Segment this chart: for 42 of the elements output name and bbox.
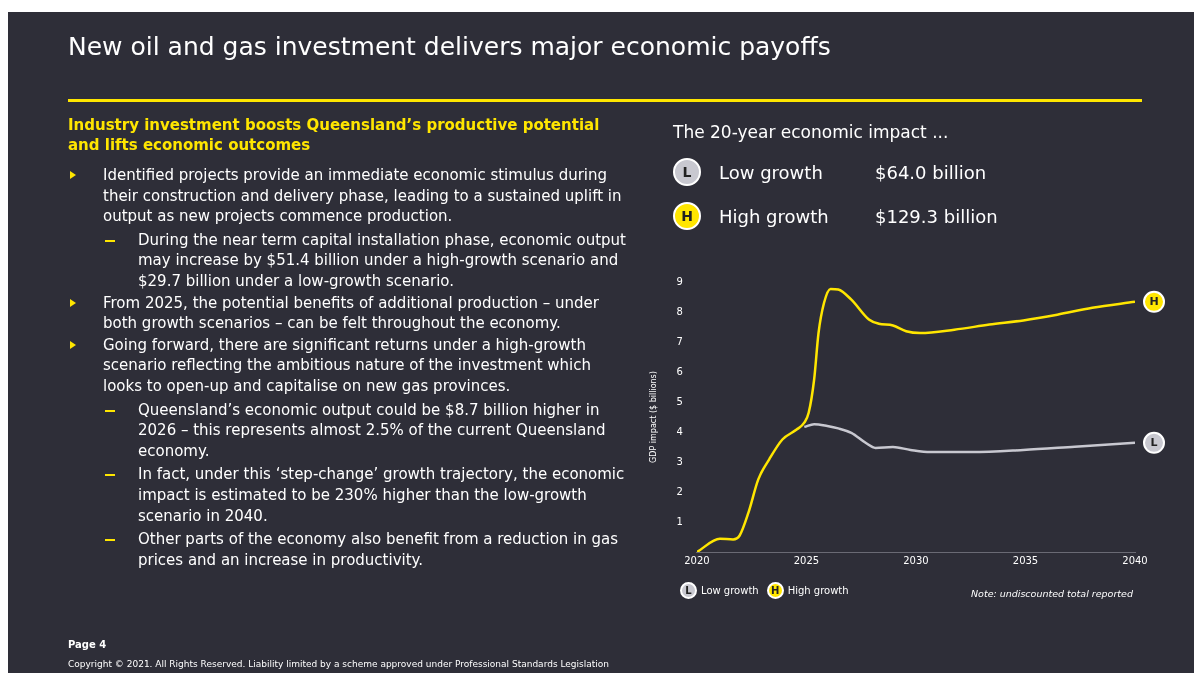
y-tick-label: 1 xyxy=(676,515,683,527)
legend-label: Low growth xyxy=(701,585,759,596)
y-tick-label: 6 xyxy=(676,365,683,377)
text: Industry investment boosts Queensland’s productive potential and lifts economic outcomes xyxy=(68,115,601,155)
text: In fact, under this ‘step-change’ growth trajectory, the economic impact is estimated to be 230% higher than the low-growth scenario in 2040. xyxy=(138,465,625,525)
text: Note: undiscounted total reported xyxy=(971,588,1133,599)
x-tick-label: 2025 xyxy=(793,554,820,566)
y-tick-label: 7 xyxy=(676,335,683,347)
text: Queensland’s economic output could be $8.7 billion higher in 2026 – this represents almost 2.5% of the current Queensland economy. xyxy=(138,400,606,460)
text: $129.3 billion xyxy=(875,205,998,227)
letter-circle-icon: L xyxy=(673,158,701,186)
annotation: H xyxy=(1149,295,1159,309)
y-tick-label: 2 xyxy=(676,485,683,497)
legend-label: High growth xyxy=(787,585,849,596)
text: From 2025, the potential benefits of additional production – under both growth scenarios – can be felt throughout the economy. xyxy=(103,293,599,333)
x-tick-label: 2020 xyxy=(684,554,710,566)
letter-circle-icon: H xyxy=(766,582,784,599)
annotation: L xyxy=(1150,436,1158,450)
y-tick-label: 8 xyxy=(676,305,683,317)
text: Low growth xyxy=(719,161,823,183)
text: Page 4 xyxy=(68,639,107,650)
text: The 20-year economic impact ... xyxy=(673,122,950,142)
x-tick-label: 2035 xyxy=(1012,554,1039,566)
text: During the near term capital installation phase, economic output may increase by $51.4 billion under a high-growth scenario and $29.7 billion under a low-growth scenario. xyxy=(138,230,626,290)
text: Other parts of the economy also benefit from a reduction in gas prices and an increase in productivity. xyxy=(138,530,619,569)
text: High growth xyxy=(719,205,829,227)
letter-circle-icon: L xyxy=(680,582,697,599)
text: Going forward, there are significant returns under a high-growth scenario reflecting the ambitious nature of the investment which looks to open-up and capitalise on new gas provinces. xyxy=(103,335,591,395)
text: $64.0 billion xyxy=(875,161,987,183)
letter-circle-icon: H xyxy=(673,202,701,230)
text: Copyright © 2021. All Rights Reserved. Liability limited by a scheme approved under Professional Standards Legislation xyxy=(68,659,609,669)
text: Identified projects provide an immediate economic stimulus during their construction and delivery phase, leading to a sustained uplift in output as new projects commence production. xyxy=(103,166,622,226)
y-axis-title: GDP impact ($ billions) xyxy=(648,371,658,463)
text: New oil and gas investment delivers major economic payoffs xyxy=(68,32,831,61)
y-tick-label: 4 xyxy=(676,425,683,437)
y-tick-label: 9 xyxy=(676,275,683,287)
line-series xyxy=(696,287,1135,552)
y-tick-label: 5 xyxy=(676,395,683,407)
y-tick-label: 3 xyxy=(676,455,683,467)
x-tick-label: 2040 xyxy=(1122,554,1148,566)
line-series xyxy=(803,422,1135,454)
x-tick-label: 2030 xyxy=(903,554,929,566)
